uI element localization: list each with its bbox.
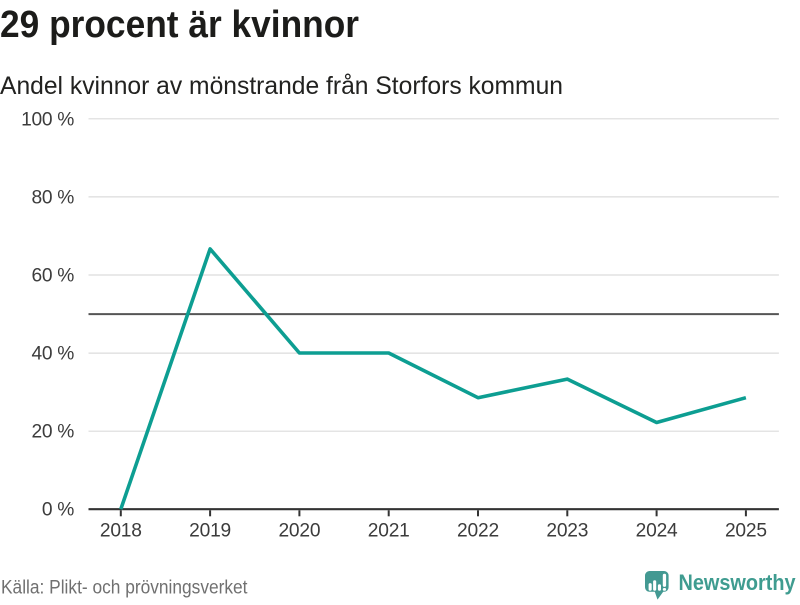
- svg-text:80 %: 80 %: [31, 187, 74, 208]
- svg-text:2020: 2020: [278, 521, 320, 542]
- svg-text:Källa: Plikt- och prövningsver: Källa: Plikt- och prövningsverket: [1, 576, 248, 598]
- svg-text:40 %: 40 %: [31, 344, 74, 365]
- svg-text:Andel kvinnor av mönstrande fr: Andel kvinnor av mönstrande från Storfor…: [0, 73, 563, 100]
- svg-text:2021: 2021: [368, 521, 410, 542]
- svg-text:2019: 2019: [189, 521, 231, 542]
- svg-text:20 %: 20 %: [31, 422, 74, 443]
- svg-text:2018: 2018: [100, 521, 142, 542]
- svg-text:2024: 2024: [636, 521, 678, 542]
- svg-text:29 procent är kvinnor: 29 procent är kvinnor: [0, 4, 359, 46]
- svg-text:60 %: 60 %: [31, 266, 74, 287]
- svg-text:2025: 2025: [725, 521, 767, 542]
- svg-text:2023: 2023: [546, 521, 588, 542]
- svg-text:Newsworthy: Newsworthy: [679, 570, 796, 595]
- svg-text:2022: 2022: [457, 521, 499, 542]
- svg-text:0 %: 0 %: [42, 500, 74, 521]
- svg-text:100 %: 100 %: [21, 109, 74, 130]
